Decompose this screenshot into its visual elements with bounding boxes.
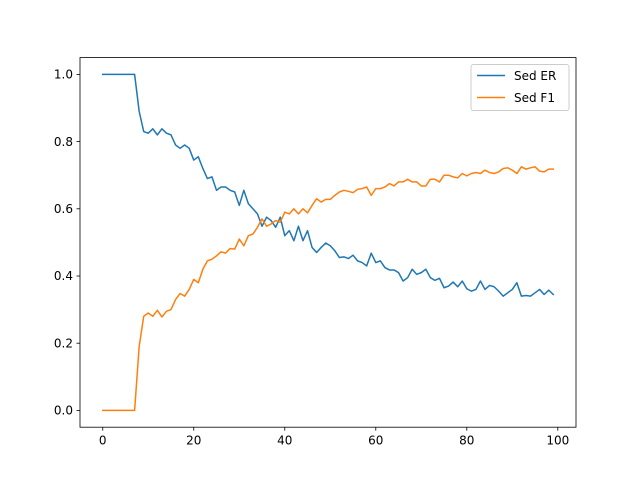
- plot-frame: [79, 57, 577, 428]
- x-axis: 0 20 40 60 80 100: [99, 427, 569, 448]
- legend-label-sed-er: Sed ER: [514, 69, 556, 83]
- y-tick-label: 0.6: [54, 202, 73, 216]
- series-line-sed-er: [102, 73, 555, 297]
- legend-label-sed-f1: Sed F1: [514, 91, 555, 105]
- y-tick-label: 1.0: [54, 68, 73, 82]
- y-tick-label: 0.0: [54, 404, 73, 418]
- y-tick-label: 0.4: [54, 269, 73, 283]
- x-tick-label: 60: [368, 434, 383, 448]
- x-tick-label: 0: [99, 434, 107, 448]
- plot-lines: [102, 73, 555, 412]
- y-tick-label: 0.8: [54, 135, 73, 149]
- x-tick-label: 100: [546, 434, 569, 448]
- x-tick-label: 40: [277, 434, 292, 448]
- y-tick-label: 0.2: [54, 336, 73, 350]
- legend: Sed ER Sed F1: [470, 64, 570, 111]
- x-tick-label: 80: [459, 434, 474, 448]
- x-tick-label: 20: [186, 434, 201, 448]
- series-line-sed-f1: [102, 166, 554, 412]
- y-axis: 0.0 0.2 0.4 0.6 0.8 1.0: [54, 68, 80, 418]
